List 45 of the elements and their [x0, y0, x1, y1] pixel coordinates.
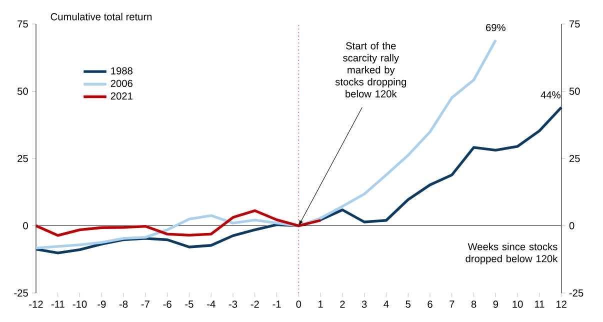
x-tick-label: 10 [512, 300, 523, 308]
x-tick-label: 7 [450, 300, 454, 308]
x-tick-label: 3 [362, 300, 367, 308]
y-tick-label: 0 [23, 222, 28, 230]
annotation: 69% [486, 24, 506, 32]
y2-tick-label: 25 [569, 154, 580, 162]
x-tick-label: 4 [384, 300, 389, 308]
y-tick-label: 50 [17, 88, 28, 95]
x-tick-label: 11 [534, 300, 544, 308]
legend-label: 1988 [111, 67, 132, 74]
y2-tick-label: 75 [570, 20, 580, 28]
x-tick-label: -11 [51, 300, 64, 308]
x-tick-label: -6 [163, 300, 172, 308]
y-tick-label: -25 [14, 289, 28, 297]
x-tick-label: -10 [72, 300, 87, 308]
line-series [34, 38, 498, 250]
x-tick-label: -12 [29, 300, 43, 308]
x-tick-label: 9 [493, 300, 498, 308]
legend-label: 2006 [110, 80, 132, 88]
x-tick-label: 6 [428, 300, 432, 308]
x-tick-label: 12 [556, 300, 566, 308]
line-series [34, 209, 322, 237]
legend-label: 2021 [110, 92, 132, 100]
x-tick-label: -2 [250, 300, 259, 308]
x-tick-label: 0 [296, 300, 302, 308]
y-tick-label: 75 [18, 20, 28, 28]
x-tick-label: 5 [406, 300, 411, 308]
x-axis-title: Weeks since stocks dropped below 120k [466, 242, 558, 264]
x-tick-label: -8 [120, 300, 128, 308]
y2-tick-label: 0 [569, 222, 574, 230]
x-tick-label: -1 [272, 300, 281, 308]
x-tick-label: -4 [207, 300, 216, 308]
y2-tick-label: 50 [569, 88, 580, 95]
annotation: 44% [540, 91, 560, 98]
x-tick-label: 1 [318, 300, 323, 308]
y-axis-title: Cumulative total return [50, 12, 152, 20]
x-tick-label: -3 [228, 300, 238, 308]
x-tick-label: -5 [185, 300, 194, 308]
x-tick-label: 2 [340, 300, 345, 308]
y-tick-label: 25 [18, 154, 28, 162]
x-tick-label: -7 [141, 300, 150, 308]
annotation: Start of the scarcity rally marked by stocks dropping below 120k [335, 42, 406, 98]
x-tick-label: -9 [98, 300, 106, 308]
x-tick-label: 8 [471, 300, 476, 308]
y2-tick-label: -25 [569, 289, 584, 297]
